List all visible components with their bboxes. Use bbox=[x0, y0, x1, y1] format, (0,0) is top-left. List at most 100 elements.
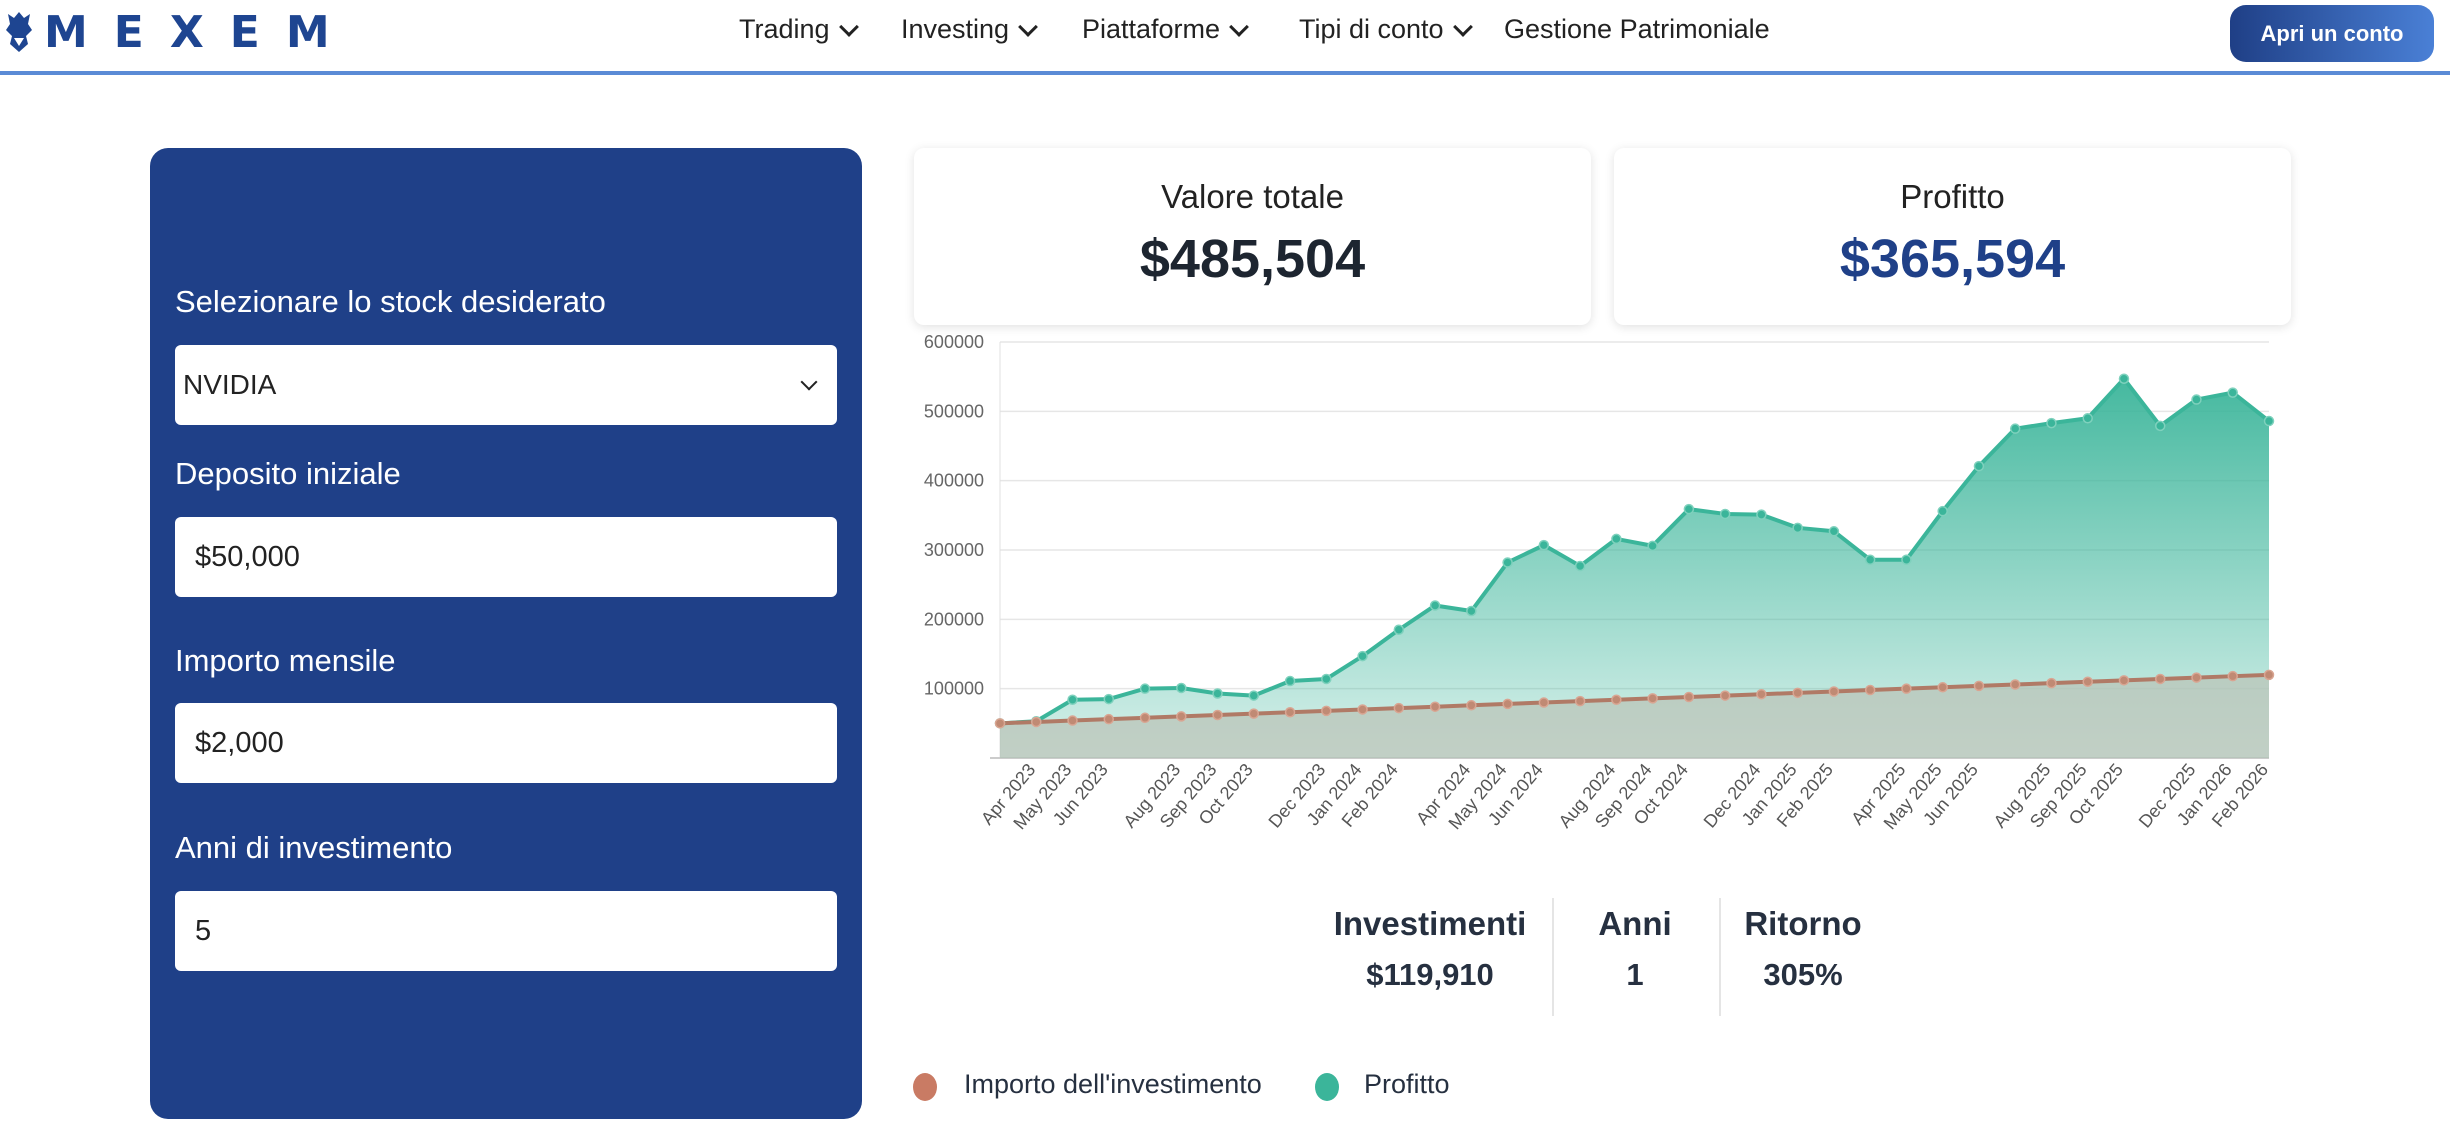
total-value: $485,504 bbox=[1139, 229, 1366, 289]
profit-point bbox=[2082, 413, 2093, 424]
growth-chart: 100000200000300000400000500000600000Apr … bbox=[924, 332, 2275, 833]
stat-value: $119,910 bbox=[1366, 957, 1494, 992]
divider bbox=[1719, 898, 1721, 1016]
investment-point bbox=[1937, 682, 1948, 693]
nav-trading[interactable]: Trading bbox=[739, 14, 860, 45]
investment-point bbox=[2009, 679, 2021, 690]
investment-point bbox=[1683, 691, 1695, 703]
nav-investing[interactable]: Investing bbox=[901, 14, 1039, 45]
profit-card: Profitto $365,594 bbox=[1614, 148, 2291, 325]
y-tick-label: 200000 bbox=[924, 609, 984, 629]
profit-point bbox=[1393, 624, 1405, 635]
y-tick-label: 300000 bbox=[924, 540, 984, 560]
stat-label: Ritorno bbox=[1744, 905, 1862, 942]
investment-point bbox=[1502, 698, 1513, 710]
investment-point bbox=[1321, 705, 1332, 717]
nav-gestione-patrimoniale[interactable]: Gestione Patrimoniale bbox=[1504, 14, 1770, 45]
investment-point bbox=[1393, 702, 1405, 714]
nav-label: Tipi di conto bbox=[1299, 14, 1444, 44]
mexem-logo[interactable]: MEXEM bbox=[4, 7, 356, 58]
investment-point bbox=[1756, 688, 1767, 700]
investment-point bbox=[1284, 706, 1296, 718]
profit-value: $365,594 bbox=[1839, 229, 2066, 289]
investment-point bbox=[1103, 713, 1115, 725]
nav-label: Investing bbox=[901, 14, 1010, 44]
profit-point bbox=[1067, 694, 1078, 706]
investment-point bbox=[1864, 684, 1876, 696]
total-value-label: Valore totale bbox=[1161, 178, 1344, 215]
investment-point bbox=[1828, 686, 1840, 697]
top-nav-bar: MEXEM Trading Investing Piattaforme Tipi… bbox=[0, 0, 2450, 75]
stock-select[interactable]: NVIDIA bbox=[175, 345, 837, 425]
legend-investment-label[interactable]: Importo dell'investimento bbox=[964, 1069, 1262, 1099]
nav-label: Gestione Patrimoniale bbox=[1504, 14, 1770, 44]
stat-label: Anni bbox=[1598, 905, 1672, 942]
profit-point bbox=[1647, 540, 1658, 552]
profit-point bbox=[1792, 522, 1803, 534]
investment-point bbox=[1611, 694, 1622, 706]
profit-point bbox=[1212, 688, 1223, 699]
investment-point bbox=[1466, 700, 1477, 711]
legend-profit-label[interactable]: Profitto bbox=[1364, 1069, 1450, 1099]
investment-point bbox=[1719, 690, 1731, 701]
stat-investments: Investimenti $119,910 bbox=[1320, 905, 1540, 993]
investment-point bbox=[1973, 680, 1985, 692]
chevron-down-icon bbox=[838, 16, 859, 37]
profit-point bbox=[1574, 560, 1586, 572]
deposit-input[interactable]: $50,000 bbox=[175, 517, 837, 597]
monthly-input[interactable]: $2,000 bbox=[175, 703, 837, 783]
legend-profit-dot[interactable] bbox=[1315, 1073, 1339, 1101]
stat-label: Investimenti bbox=[1333, 905, 1527, 942]
profit-point bbox=[2227, 387, 2238, 398]
profit-point bbox=[1139, 683, 1151, 694]
open-account-button[interactable]: Apri un conto bbox=[2230, 5, 2434, 62]
profit-point bbox=[1864, 554, 1876, 565]
monthly-label: Importo mensile bbox=[175, 643, 396, 678]
investment-point bbox=[2263, 669, 2275, 681]
profit-point bbox=[1756, 509, 1767, 520]
lion-icon bbox=[6, 12, 32, 52]
profit-point bbox=[2154, 420, 2166, 432]
stat-value: 1 bbox=[1626, 957, 1644, 992]
investment-point bbox=[1901, 683, 1912, 694]
nav-piattaforme[interactable]: Piattaforme bbox=[1082, 14, 1250, 45]
profit-point bbox=[2118, 373, 2130, 384]
investment-line bbox=[999, 672, 2270, 726]
investment-point bbox=[1139, 712, 1151, 724]
brand-wordmark: MEXEM bbox=[44, 6, 356, 58]
stat-years: Anni 1 bbox=[1525, 905, 1745, 993]
years-input[interactable]: 5 bbox=[175, 891, 837, 971]
investment-area bbox=[1000, 674, 2269, 758]
profit-point bbox=[1719, 508, 1731, 520]
total-value-card: Valore totale $485,504 bbox=[914, 148, 1591, 325]
nav-tipi-di-conto[interactable]: Tipi di conto bbox=[1299, 14, 1474, 45]
profit-label: Profitto bbox=[1900, 178, 2005, 215]
y-tick-label: 100000 bbox=[924, 679, 984, 699]
stat-value: 305% bbox=[1763, 957, 1843, 992]
divider bbox=[1552, 898, 1554, 1016]
investment-point bbox=[1538, 697, 1550, 708]
stock-label: Selezionare lo stock desiderato bbox=[175, 284, 606, 319]
investment-point bbox=[1574, 695, 1586, 707]
profit-point bbox=[1538, 539, 1550, 551]
profit-point bbox=[2191, 394, 2202, 405]
investment-point bbox=[2082, 676, 2093, 687]
investment-point bbox=[2118, 675, 2130, 686]
profit-point bbox=[1901, 554, 1912, 565]
years-label: Anni di investimento bbox=[175, 830, 453, 865]
profit-point bbox=[1683, 503, 1695, 515]
nav-label: Trading bbox=[739, 14, 830, 44]
nav-label: Piattaforme bbox=[1082, 14, 1221, 44]
investment-point bbox=[2154, 673, 2166, 685]
deposit-label: Deposito iniziale bbox=[175, 456, 401, 491]
profit-point bbox=[1937, 505, 1948, 517]
chevron-down-icon bbox=[800, 373, 818, 391]
chevron-down-icon bbox=[1229, 16, 1249, 37]
profit-point bbox=[1429, 600, 1441, 611]
investment-point bbox=[994, 718, 1006, 729]
profit-point bbox=[1248, 690, 1260, 701]
profit-point bbox=[1176, 682, 1187, 694]
legend-investment-dot[interactable] bbox=[913, 1073, 937, 1101]
investment-point bbox=[2227, 670, 2238, 682]
profit-point bbox=[2263, 415, 2275, 427]
